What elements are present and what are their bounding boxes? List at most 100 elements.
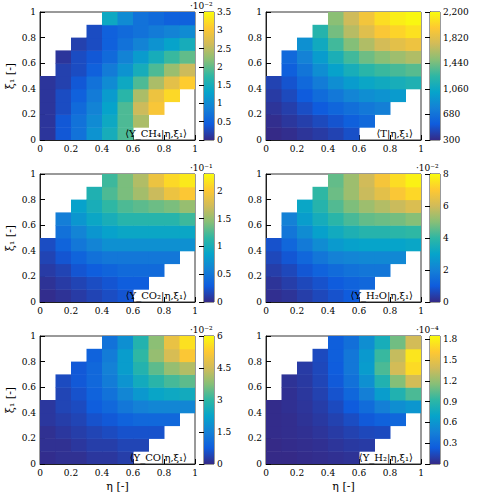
svg-text:0: 0 [37, 144, 43, 154]
svg-text:0.8: 0.8 [383, 306, 398, 316]
svg-text:η [-]: η [-] [332, 480, 354, 493]
svg-text:0.8: 0.8 [157, 468, 172, 478]
svg-text:0.8: 0.8 [157, 306, 172, 316]
svg-text:1: 1 [30, 7, 36, 17]
svg-text:0: 0 [256, 135, 262, 145]
svg-text:1,820: 1,820 [443, 33, 469, 43]
svg-text:·10⁻²: ·10⁻² [416, 163, 439, 173]
svg-text:1.8: 1.8 [443, 334, 458, 344]
svg-text:0.4: 0.4 [22, 246, 37, 256]
svg-text:1.5: 1.5 [217, 214, 232, 224]
svg-text:0.4: 0.4 [22, 84, 37, 94]
svg-text:0.6: 0.6 [248, 58, 263, 68]
svg-text:1: 1 [256, 169, 262, 179]
svg-text:0: 0 [217, 135, 223, 145]
svg-text:1: 1 [30, 169, 36, 179]
svg-text:0: 0 [256, 297, 262, 307]
svg-text:0.3: 0.3 [443, 438, 458, 448]
svg-text:0.8: 0.8 [157, 144, 172, 154]
svg-text:0: 0 [443, 459, 449, 469]
svg-text:0: 0 [256, 459, 262, 469]
svg-text:0.6: 0.6 [352, 306, 367, 316]
svg-text:4: 4 [443, 233, 449, 243]
svg-text:0.2: 0.2 [290, 306, 304, 316]
svg-text:0.8: 0.8 [22, 195, 37, 205]
svg-text:0.4: 0.4 [248, 246, 263, 256]
svg-text:0.6: 0.6 [126, 468, 141, 478]
svg-text:0.8: 0.8 [248, 357, 263, 367]
svg-text:0: 0 [37, 468, 43, 478]
svg-text:0: 0 [30, 135, 36, 145]
svg-text:0.8: 0.8 [383, 468, 398, 478]
svg-text:·10⁻²: ·10⁻² [190, 325, 213, 335]
svg-text:1.5: 1.5 [443, 355, 458, 365]
svg-text:0: 0 [443, 297, 449, 307]
svg-text:6: 6 [217, 331, 223, 341]
svg-text:0: 0 [30, 459, 36, 469]
svg-text:1: 1 [217, 241, 223, 251]
svg-text:0.2: 0.2 [248, 433, 262, 443]
svg-text:0.4: 0.4 [321, 468, 336, 478]
svg-text:0.4: 0.4 [248, 84, 263, 94]
svg-text:0.8: 0.8 [22, 33, 37, 43]
svg-text:0: 0 [263, 144, 269, 154]
svg-text:0.2: 0.2 [64, 144, 78, 154]
svg-text:⟨Y_CH₄|η,ξ₁⟩: ⟨Y_CH₄|η,ξ₁⟩ [125, 128, 187, 140]
svg-text:1.5: 1.5 [217, 427, 232, 437]
svg-text:0.2: 0.2 [64, 306, 78, 316]
svg-text:1.2: 1.2 [443, 376, 457, 386]
svg-text:0.4: 0.4 [95, 468, 110, 478]
svg-text:6: 6 [443, 201, 449, 211]
svg-text:0.8: 0.8 [248, 33, 263, 43]
svg-text:1.5: 1.5 [217, 80, 232, 90]
svg-text:1: 1 [30, 331, 36, 341]
svg-text:0: 0 [217, 459, 223, 469]
svg-text:3: 3 [217, 25, 223, 35]
svg-text:1: 1 [256, 331, 262, 341]
svg-text:1: 1 [192, 306, 198, 316]
svg-text:2: 2 [217, 186, 223, 196]
svg-text:0: 0 [30, 297, 36, 307]
svg-text:1: 1 [418, 306, 424, 316]
svg-text:0.6: 0.6 [22, 382, 37, 392]
svg-text:0: 0 [263, 468, 269, 478]
svg-text:0.2: 0.2 [290, 144, 304, 154]
svg-text:·10⁻¹: ·10⁻¹ [190, 163, 213, 173]
svg-text:0.6: 0.6 [126, 144, 141, 154]
svg-text:0.6: 0.6 [248, 220, 263, 230]
svg-text:1: 1 [256, 7, 262, 17]
svg-text:1: 1 [418, 144, 424, 154]
svg-text:⟨T|η,ξ₁⟩: ⟨T|η,ξ₁⟩ [376, 128, 413, 140]
svg-text:·10⁻⁴: ·10⁻⁴ [416, 325, 439, 335]
svg-text:3.5: 3.5 [217, 7, 232, 17]
svg-text:0.4: 0.4 [95, 144, 110, 154]
svg-text:2: 2 [443, 265, 449, 275]
svg-text:0.2: 0.2 [22, 433, 36, 443]
svg-text:0.6: 0.6 [22, 58, 37, 68]
svg-text:0.8: 0.8 [383, 144, 398, 154]
svg-text:0.6: 0.6 [352, 468, 367, 478]
svg-text:0.9: 0.9 [443, 397, 458, 407]
svg-text:0.6: 0.6 [248, 382, 263, 392]
svg-text:ξ₁ [-]: ξ₁ [-] [4, 63, 17, 89]
svg-text:8: 8 [443, 169, 449, 179]
svg-text:0.6: 0.6 [352, 144, 367, 154]
svg-text:η [-]: η [-] [106, 480, 128, 493]
svg-text:ξ₁ [-]: ξ₁ [-] [4, 387, 17, 413]
svg-text:2,200: 2,200 [443, 7, 469, 17]
svg-text:⟨Y_CO|η,ξ₁⟩: ⟨Y_CO|η,ξ₁⟩ [130, 452, 187, 464]
svg-text:0: 0 [263, 306, 269, 316]
svg-text:0.6: 0.6 [22, 220, 37, 230]
svg-text:0: 0 [217, 297, 223, 307]
svg-text:3: 3 [217, 395, 223, 405]
svg-text:0.2: 0.2 [248, 109, 262, 119]
svg-text:0.4: 0.4 [321, 144, 336, 154]
svg-text:1: 1 [217, 98, 223, 108]
svg-text:0.4: 0.4 [248, 408, 263, 418]
svg-text:0.4: 0.4 [321, 306, 336, 316]
svg-text:1,060: 1,060 [443, 84, 469, 94]
svg-text:·10⁻²: ·10⁻² [190, 1, 213, 11]
svg-text:680: 680 [443, 109, 460, 119]
svg-text:4.5: 4.5 [217, 363, 232, 373]
svg-text:⟨Y_H₂|η,ξ₁⟩: ⟨Y_H₂|η,ξ₁⟩ [359, 452, 413, 464]
